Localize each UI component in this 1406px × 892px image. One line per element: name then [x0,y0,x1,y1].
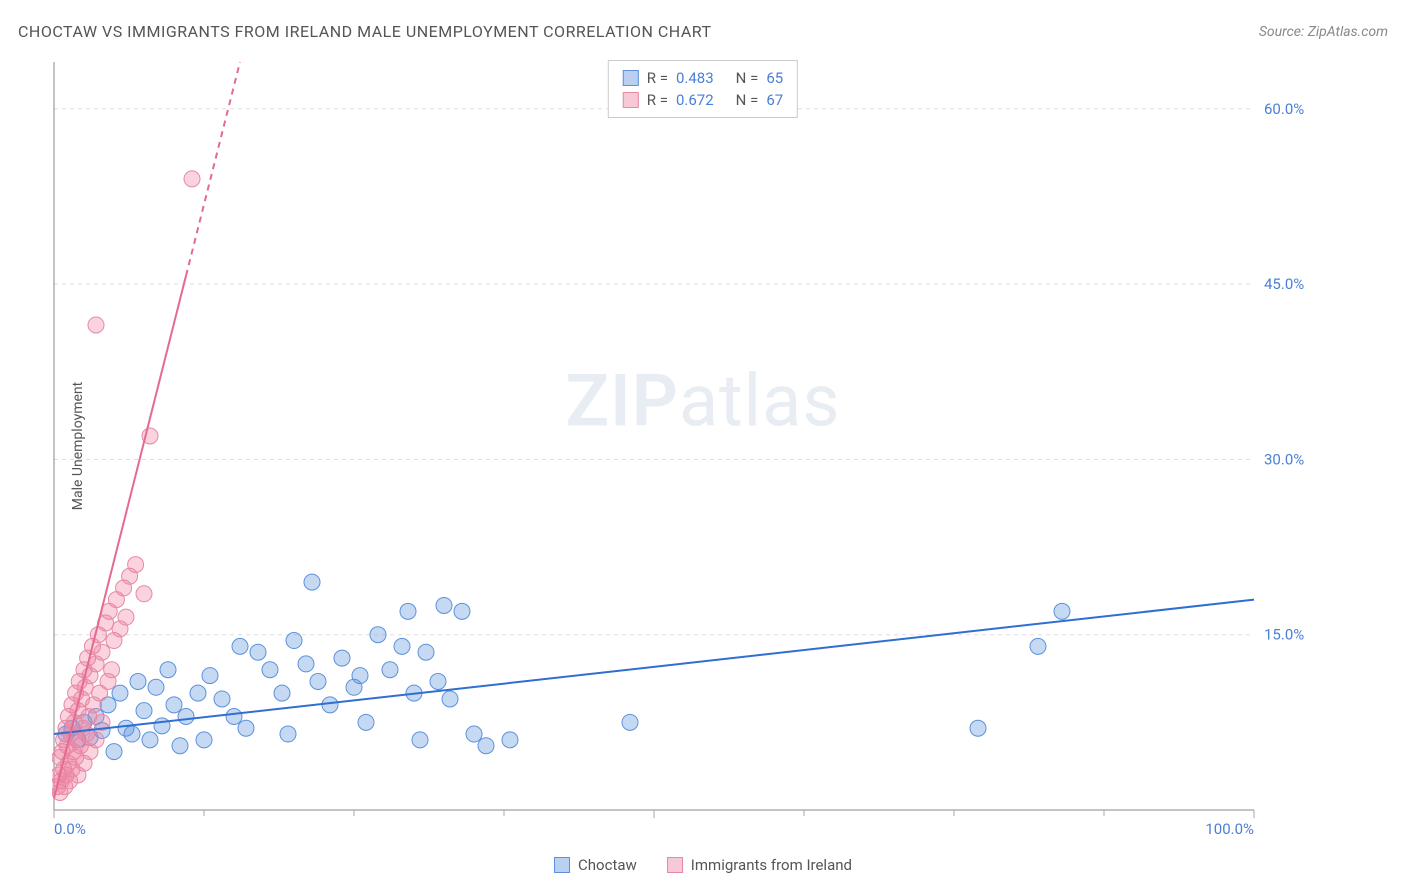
series-legend: Choctaw Immigrants from Ireland [554,856,852,874]
correlation-legend: R = 0.483 N = 65 R = 0.672 N = 67 [608,60,798,118]
r-label: R = [647,91,668,109]
chart-title: CHOCTAW VS IMMIGRANTS FROM IRELAND MALE … [18,22,712,41]
r-value-choctaw: 0.483 [676,69,714,87]
svg-text:15.0%: 15.0% [1264,626,1304,644]
r-value-ireland: 0.672 [676,91,714,109]
svg-text:0.0%: 0.0% [54,820,86,838]
n-label: N = [736,69,759,87]
legend-swatch-choctaw [554,857,570,873]
source-value: ZipAtlas.com [1308,24,1388,40]
legend-row-ireland: R = 0.672 N = 67 [623,89,783,111]
legend-item-ireland: Immigrants from Ireland [667,856,852,874]
n-value-choctaw: 65 [766,69,783,87]
chart-plot-area: 15.0% 30.0% 45.0% 60.0% 0.0% 100.0% [52,58,1326,846]
legend-label-ireland: Immigrants from Ireland [691,856,852,874]
legend-item-choctaw: Choctaw [554,856,637,874]
source-label: Source: [1259,24,1308,40]
scatter-chart-svg: 15.0% 30.0% 45.0% 60.0% 0.0% 100.0% [52,58,1312,838]
svg-text:30.0%: 30.0% [1264,450,1304,468]
svg-text:100.0%: 100.0% [1205,820,1254,838]
n-value-ireland: 67 [766,91,783,109]
legend-swatch-ireland [667,857,683,873]
svg-text:45.0%: 45.0% [1264,275,1304,293]
legend-swatch-ireland [623,92,639,108]
legend-swatch-choctaw [623,70,639,86]
n-label: N = [736,91,759,109]
r-label: R = [647,69,668,87]
legend-label-choctaw: Choctaw [578,856,637,874]
legend-row-choctaw: R = 0.483 N = 65 [623,67,783,89]
source-attribution: Source: ZipAtlas.com [1259,24,1388,40]
svg-text:60.0%: 60.0% [1264,100,1304,118]
